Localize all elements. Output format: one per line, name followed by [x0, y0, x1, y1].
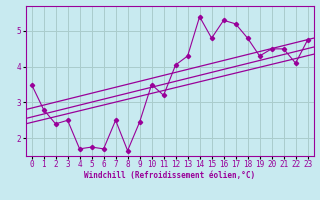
X-axis label: Windchill (Refroidissement éolien,°C): Windchill (Refroidissement éolien,°C) [84, 171, 255, 180]
